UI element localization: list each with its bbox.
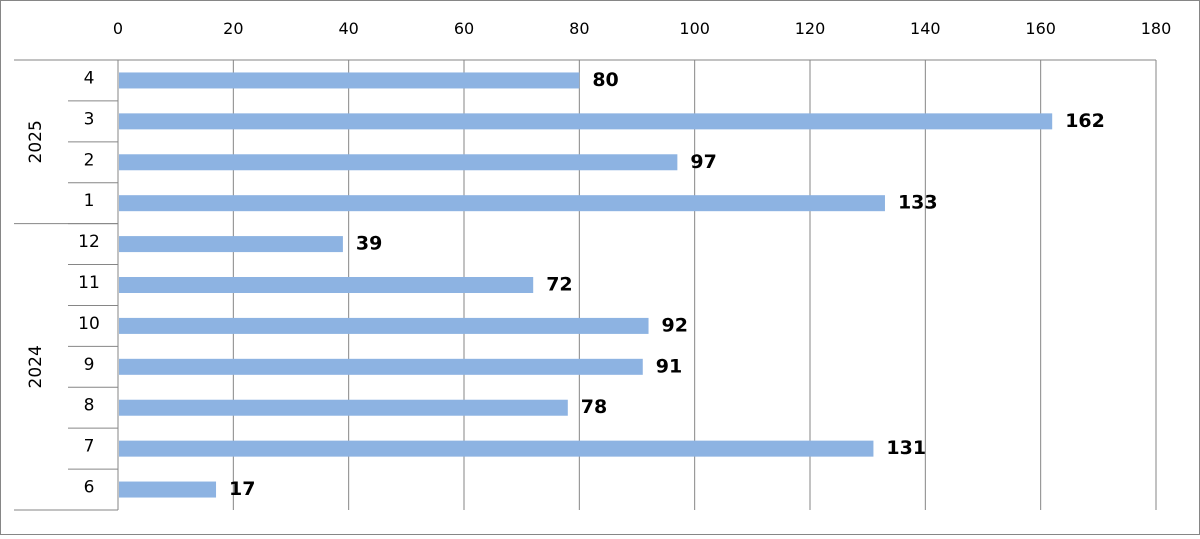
category-label: 11 <box>78 273 100 293</box>
bar <box>119 236 343 253</box>
x-tick-label: 140 <box>910 19 941 38</box>
category-label: 7 <box>84 437 95 457</box>
category-label: 9 <box>84 355 95 375</box>
group-label: 2024 <box>26 345 46 388</box>
category-label: 8 <box>84 396 95 416</box>
data-label: 162 <box>1065 110 1105 132</box>
bar <box>119 154 678 171</box>
category-label: 1 <box>84 191 95 211</box>
bar <box>119 440 874 457</box>
data-label: 17 <box>229 478 255 500</box>
category-label: 3 <box>84 109 95 129</box>
bar <box>119 72 580 89</box>
bar <box>119 358 643 375</box>
bar <box>119 399 568 416</box>
category-label: 4 <box>84 68 95 88</box>
data-label: 97 <box>690 151 716 173</box>
category-label: 2 <box>84 150 95 170</box>
data-label: 72 <box>546 274 572 296</box>
bar <box>119 195 885 212</box>
x-tick-label: 40 <box>338 19 358 38</box>
x-tick-label: 0 <box>113 19 123 38</box>
category-label: 12 <box>78 232 100 252</box>
bar <box>119 113 1053 130</box>
bar <box>119 277 534 293</box>
data-label: 131 <box>886 437 926 459</box>
x-tick-label: 180 <box>1141 19 1172 38</box>
category-label: 10 <box>78 314 100 334</box>
data-label: 133 <box>898 192 938 214</box>
bar <box>119 317 649 334</box>
x-tick-label: 80 <box>569 19 589 38</box>
bar <box>119 481 217 498</box>
x-tick-label: 160 <box>1025 19 1056 38</box>
x-tick-label: 20 <box>223 19 243 38</box>
x-tick-label: 120 <box>795 19 826 38</box>
data-label: 78 <box>581 396 607 418</box>
data-label: 91 <box>656 355 682 377</box>
group-label: 2025 <box>26 120 46 163</box>
category-label: 6 <box>84 478 95 498</box>
data-label: 80 <box>592 69 618 91</box>
data-label: 39 <box>356 233 382 255</box>
x-tick-label: 100 <box>679 19 710 38</box>
data-label: 92 <box>662 314 688 336</box>
x-tick-label: 60 <box>454 19 474 38</box>
